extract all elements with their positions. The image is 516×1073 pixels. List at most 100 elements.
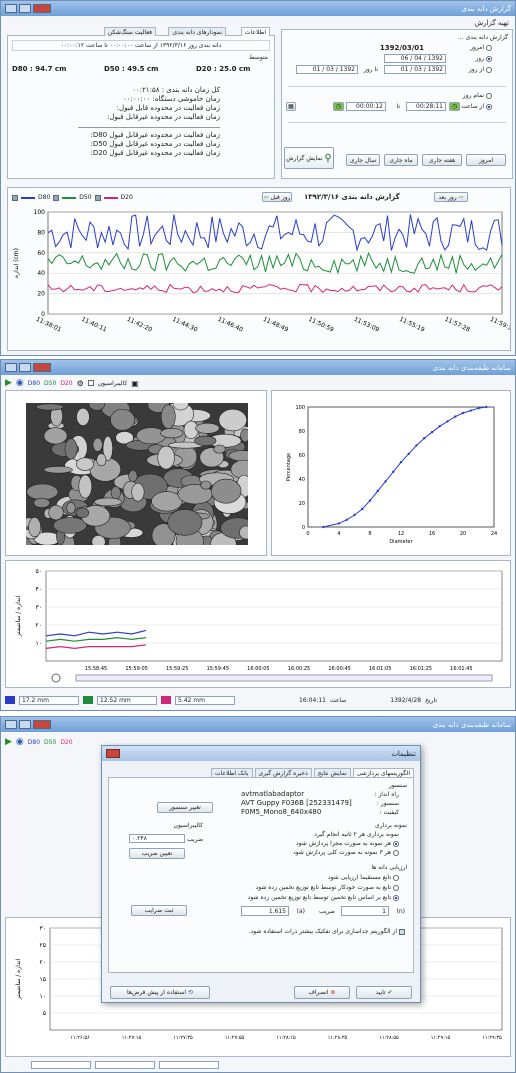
driver-value: avtmatlabadaptor [241,790,305,798]
rock [110,486,121,500]
radio-each-n[interactable] [393,849,399,856]
window-title: گزارش دانه بندی [461,4,512,13]
toolbar-d20[interactable]: D20 [60,738,73,746]
next-day-button[interactable]: روز بعد ⇨ [434,192,468,202]
x-tick-label: 11:46:40 [217,316,245,334]
minimize-button[interactable] [5,720,17,729]
d20-checkbox[interactable] [94,194,101,201]
btn-week[interactable]: هفته جاری [422,154,462,166]
radio-eval-auto[interactable] [393,884,399,891]
y-tick-label: ۲۰ [40,959,46,966]
prev-day-label: روز قبل [270,193,291,201]
tab-database[interactable]: بانک اطلاعات [211,768,253,777]
from-time-field[interactable]: 00:28:11 [406,102,446,111]
play-icon[interactable]: ▶ [5,737,12,747]
report-chart-panel: D80 D50 D20 ⇦ روز قبل گزارش دانه بندی ۱۳… [7,187,511,351]
tab-crusher[interactable]: فعالیت سنگ‌شکن [103,27,156,36]
record-icon[interactable]: ◉ [15,737,24,747]
radio-from-day[interactable] [486,66,492,73]
tab-results[interactable]: نمایش نتایج [313,768,351,777]
radio-eval-estimate[interactable] [393,894,399,901]
tab-label: الگوریتمهای پردازشی [356,769,410,777]
monitor-window-titlebar: سامانه طبقه‌بندی دانه بندی [1,360,515,375]
radio-allday[interactable] [486,92,492,99]
chart-title: گزارش دانه بندی ۱۳۹۲/۳/۱۶ [304,193,400,201]
calendar-icon[interactable]: ▦ [286,102,296,111]
toolbar-d50[interactable]: D50 [44,738,57,746]
minimize-button[interactable] [5,363,17,372]
play-icon[interactable]: ▶ [5,378,12,388]
to-time-field[interactable]: 00:00:12 [346,102,386,111]
n-field[interactable]: 1 [341,906,389,916]
tab-algorithms[interactable]: الگوریتمهای پردازشی [352,768,414,777]
defaults-button[interactable]: استفاده از پیش فرض‌ها ⟲ [110,986,210,999]
minimize-button[interactable] [5,4,17,13]
day-date-field[interactable]: 1392 / 04 / 06 [384,54,446,63]
rock [194,435,217,446]
tab-info[interactable]: اطلاعات [240,27,270,36]
btn-year[interactable]: سال جاری [346,154,380,166]
rock [157,445,175,470]
clock-icon[interactable]: ◷ [449,102,460,111]
maximize-button[interactable] [19,363,31,372]
toolbar-camera-label: کالیبراسیون [97,379,128,387]
set-coef-button[interactable]: تعیین ضریب [129,848,185,859]
toolbar-d80[interactable]: D80 [27,379,41,387]
a-field[interactable]: 1.615 [241,906,289,916]
d80-checkbox[interactable] [12,194,18,201]
x-tick-label: 15:59:45 [207,666,229,672]
ok-button[interactable]: تایید ✔ [356,986,412,999]
radio-eval-direct[interactable] [393,874,399,881]
prev-day-button[interactable]: ⇦ روز قبل [262,192,292,202]
d20-swatch [161,696,171,704]
coef-label: ضریب : [183,836,203,843]
cancel-label: انصراف [308,989,329,996]
d50-checkbox[interactable] [53,194,60,201]
btn-today[interactable]: امروز [466,154,506,166]
btn-month[interactable]: ماه جاری [384,154,418,166]
from-date-field[interactable]: 1392 / 03 / 01 [384,65,446,74]
distribution-chart: 0 20 40 60 80 100 0 4 8 12 16 20 24 Diameter Percentag… [286,405,497,545]
separation-checkbox[interactable] [399,928,405,935]
close-button[interactable] [33,720,51,729]
maximize-button[interactable] [19,4,31,13]
close-button[interactable] [33,363,51,372]
series-line-d80 [47,214,503,252]
toolbar-d20[interactable]: D20 [60,379,73,387]
record-icon[interactable]: ◉ [15,378,24,388]
series-line-d20 [47,283,503,294]
clock-icon-2[interactable]: ◷ [333,102,344,111]
settings-window-titlebar: سامانه طبقه‌بندی دانه بندی [1,717,515,732]
cancel-button[interactable]: انصراف ⊗ [294,986,350,999]
gear-icon[interactable]: ⚙ [76,378,84,388]
rock [76,407,90,426]
dialog-close-button[interactable] [106,749,120,758]
register-coef-button[interactable]: ثبت ضرایب [131,905,187,916]
radio-from-time[interactable] [486,103,492,110]
x-tick-label: ۱۱:۲۶:۵۶ [70,1035,90,1041]
y-tick-label: 60 [37,250,45,257]
sensor-label: سنسور : [376,800,399,807]
to-date-field[interactable]: 1392 / 03 / 01 [296,65,358,74]
toolbar-d50[interactable]: D50 [44,379,57,387]
section-title: تهیه گزارش [474,19,509,27]
radio-day[interactable] [486,55,492,62]
image-icon[interactable]: ▣ [131,378,139,388]
show-report-button[interactable]: ⚲ نمایش گزارش [284,147,334,169]
camera-checkbox[interactable] [87,380,94,386]
x-tick-label: 0 [306,531,309,537]
radio-day-label: روز [475,55,485,62]
change-sensor-button[interactable]: تغییر سنسور [157,802,213,813]
toolbar-d80[interactable]: D80 [27,738,41,746]
algorithms-pane: سنسور راه انداز : avtmatlabadaptor سنسور… [108,777,414,973]
coef-field[interactable]: ۰.۲۴۸ [129,834,185,843]
tab-charts[interactable]: نمودارهای دانه بندی [168,27,226,36]
tab-reporting[interactable]: ذخیره گزارش گیری [254,768,312,777]
series-line-d50 [45,636,147,642]
y-tick-label: ۱۰ [36,640,42,647]
rock [75,507,90,519]
radio-every-sample[interactable] [393,840,399,847]
radio-today[interactable] [486,44,492,51]
maximize-button[interactable] [19,720,31,729]
close-button[interactable] [33,4,51,13]
